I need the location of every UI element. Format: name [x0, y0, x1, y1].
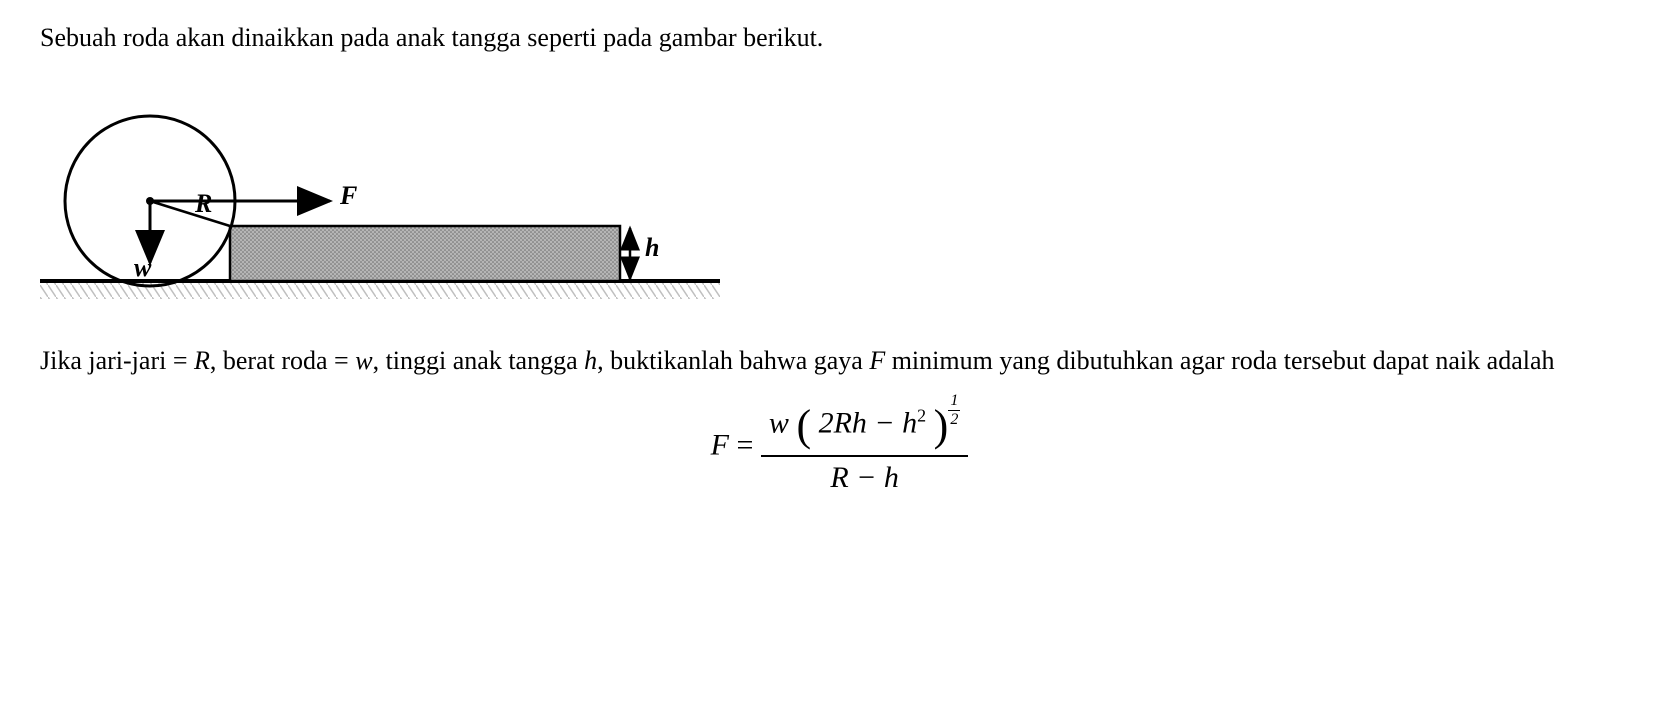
q-text-1: Jika jari-jari = [40, 346, 194, 375]
label-F: F [340, 181, 357, 211]
q-text-2: , berat roda = [210, 346, 355, 375]
q-var-w: w [355, 346, 372, 375]
paren-close: ) [934, 401, 949, 450]
problem-question: Jika jari-jari = R, berat roda = w, ting… [40, 341, 1639, 380]
q-text-4: , buktikanlah bahwa gaya [597, 346, 869, 375]
num-sq: 2 [917, 406, 926, 426]
label-R: R [195, 189, 212, 219]
formula: F = w ( 2Rh − h2 )12 R − h [40, 400, 1639, 495]
problem-statement: Sebuah roda akan dinaikkan pada anak tan… [40, 20, 1639, 56]
formula-numerator: w ( 2Rh − h2 )12 [761, 400, 968, 457]
num-inner: 2Rh − h [819, 407, 918, 440]
formula-eq: = [737, 429, 761, 462]
q-var-h: h [584, 346, 597, 375]
diagram-svg [40, 81, 720, 321]
num-w: w [769, 407, 789, 440]
q-var-R: R [194, 346, 210, 375]
step-block [230, 226, 620, 281]
label-w: w [134, 253, 151, 283]
q-var-F: F [869, 346, 885, 375]
q-text-5: minimum yang dibutuhkan agar roda terseb… [885, 346, 1554, 375]
ground-hatch [40, 281, 720, 299]
label-h: h [645, 233, 659, 263]
exp-num: 1 [948, 392, 960, 411]
q-text-3: , tinggi anak tangga [373, 346, 585, 375]
formula-denominator: R − h [761, 457, 968, 495]
formula-lhs: F [711, 429, 729, 462]
exp-half: 12 [948, 392, 960, 429]
paren-open: ( [796, 401, 811, 450]
formula-fraction: w ( 2Rh − h2 )12 R − h [761, 400, 968, 495]
radius-R-line [150, 201, 230, 226]
exp-den: 2 [948, 411, 960, 429]
physics-diagram: F R w h [40, 81, 720, 321]
